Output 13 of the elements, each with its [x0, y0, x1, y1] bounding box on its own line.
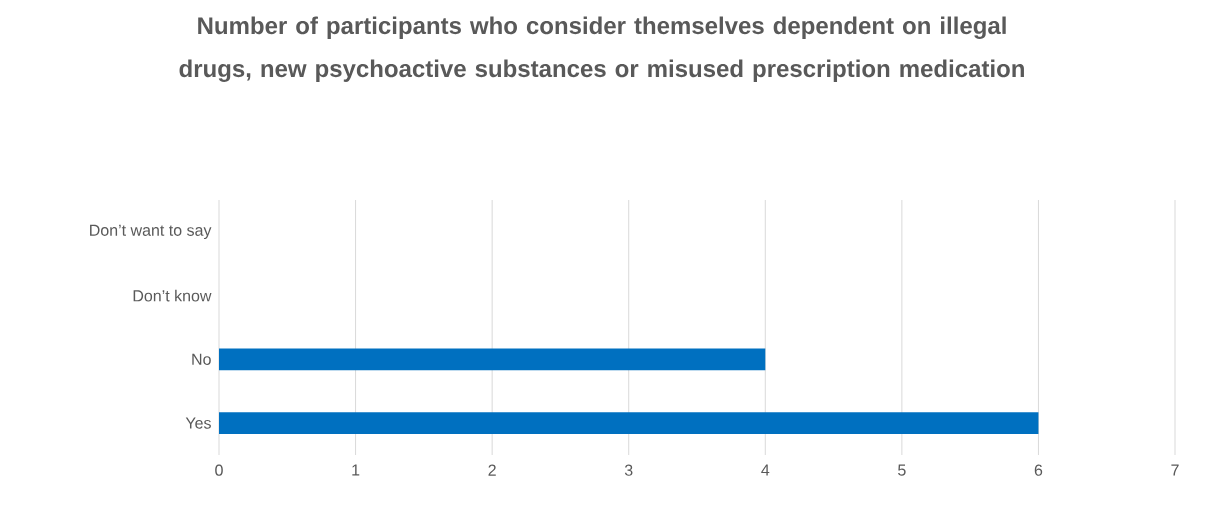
- chart-title: Number of participants who consider themselves dependent on illegal drugs, new psychoactive substances or misused prescription medication: [179, 16, 1024, 82]
- y-tick-label: No: [192, 353, 211, 365]
- y-tick-label: Don’t want to say: [90, 224, 212, 240]
- x-tick-label: 1: [352, 464, 360, 476]
- x-tick-label: 7: [1171, 464, 1179, 476]
- x-tick-label: 6: [1034, 464, 1043, 476]
- x-tick-label: 5: [898, 464, 906, 476]
- y-tick-label: Yes: [185, 417, 211, 429]
- x-tick-label: 3: [624, 464, 633, 476]
- y-tick-label: Don’t know: [133, 289, 212, 302]
- x-tick-label: 2: [488, 464, 496, 476]
- x-tick-label: 0: [215, 464, 223, 476]
- x-tick-label: 4: [761, 464, 770, 476]
